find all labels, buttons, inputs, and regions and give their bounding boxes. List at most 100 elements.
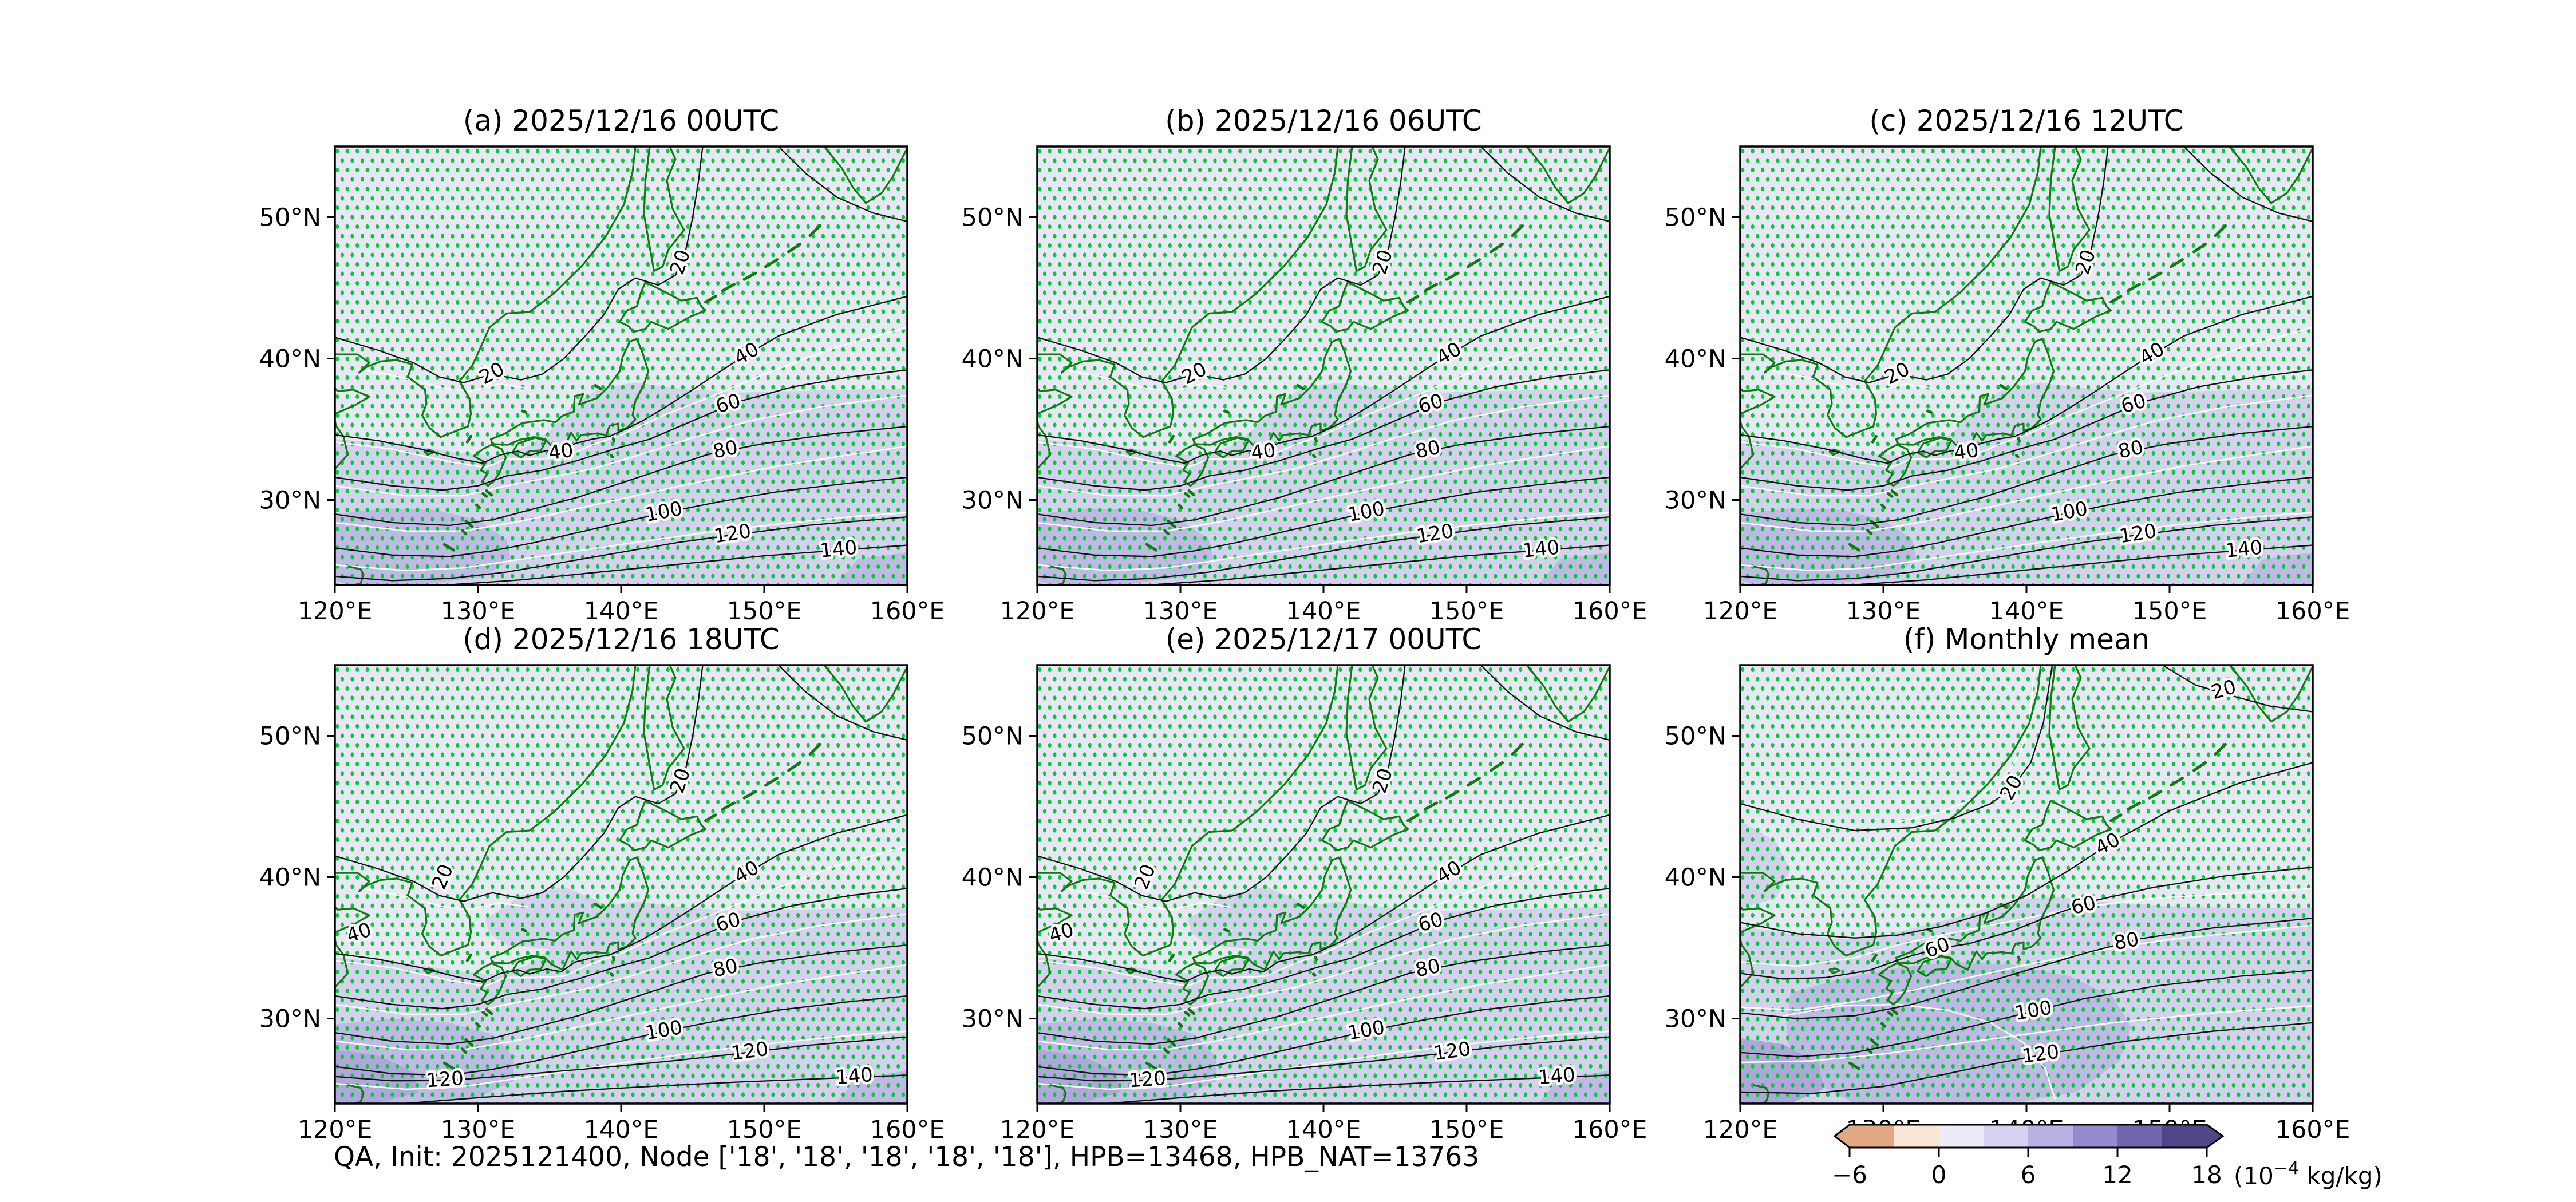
x-tick-label: 150°E: [1429, 1116, 1504, 1144]
x-tick-label: 150°E: [1429, 597, 1504, 626]
x-tick-label: 160°E: [1573, 1116, 1647, 1144]
colorbar-tick-label: 0: [1931, 1161, 1947, 1189]
x-tick-label: 150°E: [727, 597, 802, 626]
colorbar-unit-label: (10−4 kg/kg): [2234, 1158, 2383, 1190]
panel-title-d: (d) 2025/12/16 18UTC: [463, 623, 780, 656]
y-tick-label: 50°N: [1665, 722, 1726, 751]
contour-label: 140: [2224, 536, 2263, 563]
y-tick-label: 50°N: [259, 204, 321, 232]
x-tick-label: 160°E: [2275, 597, 2350, 626]
colorbar-segment: [1939, 1125, 1984, 1148]
colorbar-unit-prefix: (10: [2234, 1162, 2274, 1190]
y-tick-label: 30°N: [259, 487, 321, 515]
x-tick-label: 150°E: [2132, 597, 2207, 626]
panel-title-c: (c) 2025/12/16 12UTC: [1869, 104, 2184, 137]
black-contours: [335, 665, 907, 1104]
y-tick-label: 40°N: [1665, 864, 1726, 892]
white-contours: [1037, 845, 1610, 1090]
x-tick-label: 130°E: [441, 1116, 516, 1144]
x-tick-label: 160°E: [870, 597, 945, 626]
x-tick-label: 160°E: [2275, 1116, 2350, 1144]
y-tick-label: 50°N: [259, 722, 321, 751]
x-tick-label: 140°E: [584, 1116, 659, 1144]
black-contours: [1037, 147, 1610, 585]
colorbar-segment: [2073, 1125, 2118, 1148]
contour-label: 120: [426, 1067, 465, 1092]
colorbar-arrow-left: [1835, 1125, 1850, 1148]
x-tick-label: 120°E: [298, 597, 373, 626]
coastline: [335, 665, 907, 1104]
black-contours: [1037, 665, 1610, 1104]
colorbar-unit-exponent: −4: [2273, 1158, 2300, 1179]
colorbar-tick-label: 18: [2191, 1161, 2222, 1189]
colorbar-unit-suffix: kg/kg): [2299, 1162, 2383, 1190]
colorbar-segment: [1984, 1125, 2029, 1148]
contour-label: 80: [2112, 928, 2141, 955]
contour-label: 40: [547, 438, 575, 465]
white-contours: [1740, 665, 2313, 1100]
panel-title-f: (f) Monthly mean: [1903, 623, 2150, 656]
x-tick-label: 160°E: [870, 1116, 945, 1144]
colorbar-segment: [1894, 1125, 1939, 1148]
contour-label: 140: [1521, 536, 1560, 563]
coastline: [1037, 147, 1610, 585]
colorbar: −6 0 6 12 18: [1829, 1115, 2424, 1201]
contour-label: 140: [1537, 1063, 1576, 1090]
contour-label: 140: [835, 1063, 874, 1090]
figure-caption: QA, Init: 2025121400, Node ['18', '18', …: [334, 1141, 1480, 1173]
colorbar-segment: [2117, 1125, 2163, 1148]
y-tick-label: 30°N: [259, 1005, 321, 1034]
colorbar-tick-label: 6: [2021, 1161, 2036, 1189]
contour-label: 120: [1128, 1067, 1167, 1092]
coastline: [1740, 147, 2313, 585]
colorbar-segment: [2028, 1125, 2073, 1148]
x-tick-label: 120°E: [1000, 597, 1075, 626]
white-contours: [335, 845, 907, 1090]
y-tick-label: 30°N: [962, 487, 1024, 515]
panel-title-e: (e) 2025/12/17 00UTC: [1165, 623, 1482, 656]
contour-label: 40: [1250, 438, 1277, 465]
y-tick-label: 50°N: [1665, 204, 1726, 232]
x-tick-label: 120°E: [298, 1116, 373, 1144]
x-tick-label: 120°E: [1703, 1116, 1778, 1144]
y-tick-label: 40°N: [962, 864, 1024, 892]
colorbar-segment: [1850, 1125, 1895, 1148]
island-coastline: [1145, 742, 1524, 1070]
white-contours: [335, 326, 907, 572]
colorbar-segment: [2162, 1125, 2207, 1148]
colorbar-arrow-right: [2207, 1125, 2223, 1148]
contour-label: 40: [1953, 438, 1980, 465]
y-tick-label: 30°N: [962, 1005, 1024, 1034]
x-tick-label: 120°E: [1703, 597, 1778, 626]
x-tick-label: 140°E: [1286, 1116, 1361, 1144]
y-tick-label: 40°N: [1665, 345, 1726, 374]
y-tick-label: 40°N: [962, 345, 1024, 374]
y-tick-label: 40°N: [259, 864, 321, 892]
x-tick-label: 140°E: [1989, 597, 2064, 626]
y-tick-label: 50°N: [962, 204, 1024, 232]
map-svg-f: 202040606080100120120°E130°E140°E150°E16…: [1665, 664, 2350, 1144]
y-tick-label: 30°N: [1665, 487, 1726, 515]
y-tick-label: 50°N: [962, 722, 1024, 751]
contour-label: 100: [643, 497, 684, 527]
x-tick-label: 130°E: [1143, 1116, 1218, 1144]
island-coastline: [442, 224, 821, 552]
contour-label: 120: [2021, 1040, 2061, 1068]
black-contours: [1740, 147, 2313, 585]
x-tick-label: 140°E: [1286, 597, 1361, 626]
black-contours: [1740, 665, 2313, 1094]
colorbar-svg: −6 0 6 12 18: [1832, 1124, 2225, 1189]
x-tick-label: 140°E: [584, 597, 659, 626]
island-coastline: [1848, 224, 2227, 552]
x-tick-label: 160°E: [1573, 597, 1647, 626]
x-tick-label: 130°E: [1143, 597, 1218, 626]
x-tick-label: 130°E: [1846, 597, 1921, 626]
black-contours: [335, 147, 907, 585]
colorbar-tick-label: −6: [1832, 1161, 1867, 1189]
